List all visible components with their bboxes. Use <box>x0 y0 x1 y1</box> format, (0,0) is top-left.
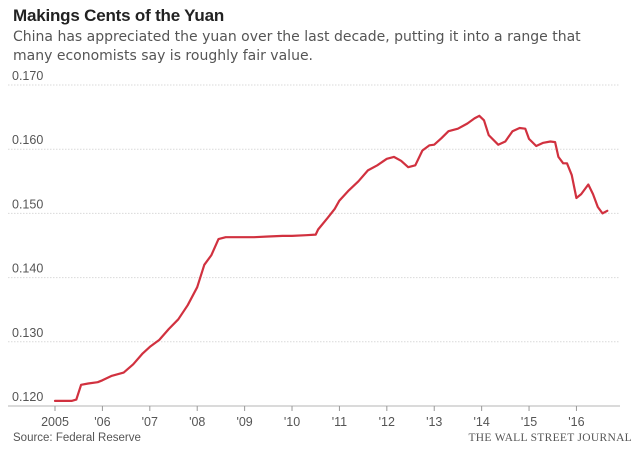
y-tick-label: 0.160 <box>12 133 43 147</box>
y-tick-label: 0.150 <box>12 197 43 211</box>
y-axis-ticks: 0.120 0.130 0.140 0.150 0.160 0.170 <box>12 69 43 404</box>
x-tick-label: '13 <box>426 415 442 429</box>
x-tick-label: '08 <box>189 415 205 429</box>
source-note: Source: Federal Reserve <box>13 432 141 444</box>
series-line <box>53 114 609 402</box>
publisher-brand: THE WALL STREET JOURNAL <box>468 432 632 444</box>
x-tick-label: '06 <box>94 415 110 429</box>
x-tick-label: '09 <box>236 415 252 429</box>
x-tick-label: '11 <box>332 415 347 429</box>
y-tick-label: 0.130 <box>12 326 43 340</box>
y-tick-label: 0.120 <box>12 390 43 404</box>
grid-lines <box>8 84 620 407</box>
x-axis-ticks: 2005 '06 '07 '08 '09 '10 '11 '12 '13 '14 '15 '16 <box>41 406 585 429</box>
y-tick-label: 0.170 <box>12 69 43 83</box>
x-tick-label: '12 <box>379 415 395 429</box>
x-tick-label: '07 <box>142 415 158 429</box>
chart-title: Makings Cents of the Yuan <box>13 6 225 25</box>
series-group <box>53 114 609 402</box>
x-tick-label: '15 <box>521 415 537 429</box>
x-tick-label: '10 <box>284 415 300 429</box>
chart-subtitle: China has appreciated the yuan over the … <box>13 29 581 64</box>
y-tick-label: 0.140 <box>12 262 43 276</box>
x-tick-label: '14 <box>473 415 489 429</box>
x-tick-label: 2005 <box>41 415 69 429</box>
x-tick-label: '16 <box>568 415 584 429</box>
